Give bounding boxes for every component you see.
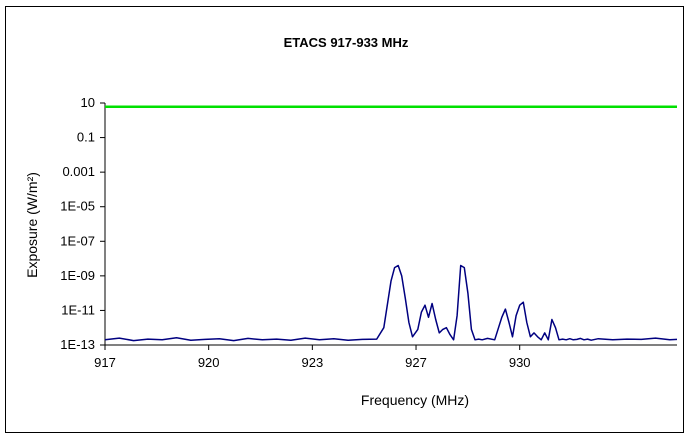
x-tick-label: 930 <box>509 355 531 370</box>
y-tick-label: 1E-11 <box>61 302 95 317</box>
series-layer <box>104 105 678 342</box>
x-tick-label: 917 <box>94 355 116 370</box>
y-axis-title: Exposure (W/m²) <box>24 172 40 278</box>
y-tick-label: 1E-13 <box>60 337 95 352</box>
y-tick-label: 0.1 <box>77 130 95 145</box>
series-exposure-line <box>104 264 678 342</box>
chart-frame <box>5 6 684 433</box>
y-tick-label: 1E-07 <box>60 233 95 248</box>
x-tick-label: 923 <box>301 355 323 370</box>
x-tick-label: 920 <box>198 355 220 370</box>
axes: 10 0.1 0.001 1E-05 1E-07 1E-09 1E-11 1E-13 917 92… <box>60 95 677 370</box>
y-tick-label: 1E-05 <box>60 199 95 214</box>
y-tick-label: 0.001 <box>62 164 95 179</box>
x-axis-title: Frequency (MHz) <box>361 392 469 408</box>
y-tick-label: 1E-09 <box>60 268 95 283</box>
chart-title: ETACS 917-933 MHz <box>284 35 409 50</box>
y-tick-label: 10 <box>81 95 95 110</box>
x-tick-label: 927 <box>405 355 427 370</box>
